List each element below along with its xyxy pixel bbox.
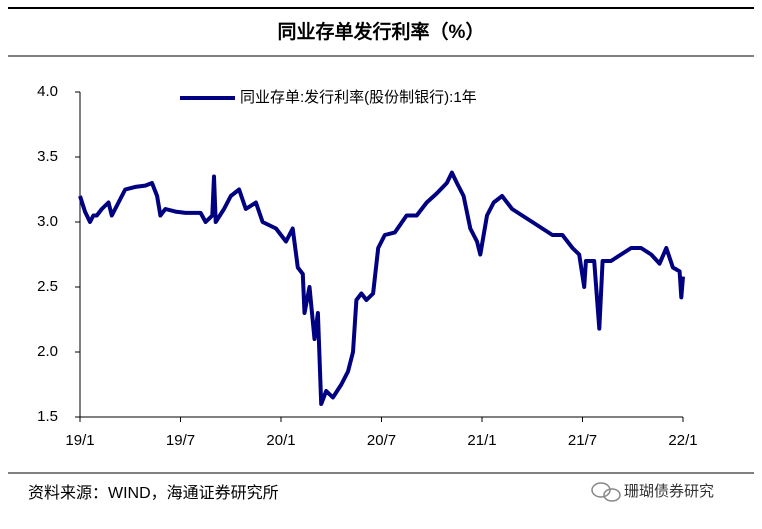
y-tick-label: 4.0 xyxy=(37,83,58,100)
series-line xyxy=(78,170,685,406)
x-tick-label: 20/1 xyxy=(266,432,295,449)
x-tick-label: 19/7 xyxy=(166,432,195,449)
x-tick-label: 21/7 xyxy=(568,432,597,449)
x-tick-label: 19/1 xyxy=(65,432,94,449)
source: 资料来源：WIND，海通证券研究所 xyxy=(28,484,279,502)
legend-label: 同业存单:发行利率(股份制银行):1年 xyxy=(240,89,477,106)
y-tick-label: 2.0 xyxy=(37,343,58,360)
y-tick-label: 2.5 xyxy=(37,278,58,295)
y-tick-label: 3.5 xyxy=(37,148,58,165)
y-tick-label: 3.0 xyxy=(37,213,58,230)
x-tick-label: 21/1 xyxy=(467,432,496,449)
y-tick-label: 1.5 xyxy=(37,408,58,425)
watermark: 珊瑚债券研究 xyxy=(624,483,714,500)
x-tick-label: 22/1 xyxy=(668,432,697,449)
x-tick-label: 20/7 xyxy=(367,432,396,449)
watermark-icon xyxy=(591,482,621,502)
chart-title: 同业存单发行利率（%） xyxy=(278,20,485,43)
